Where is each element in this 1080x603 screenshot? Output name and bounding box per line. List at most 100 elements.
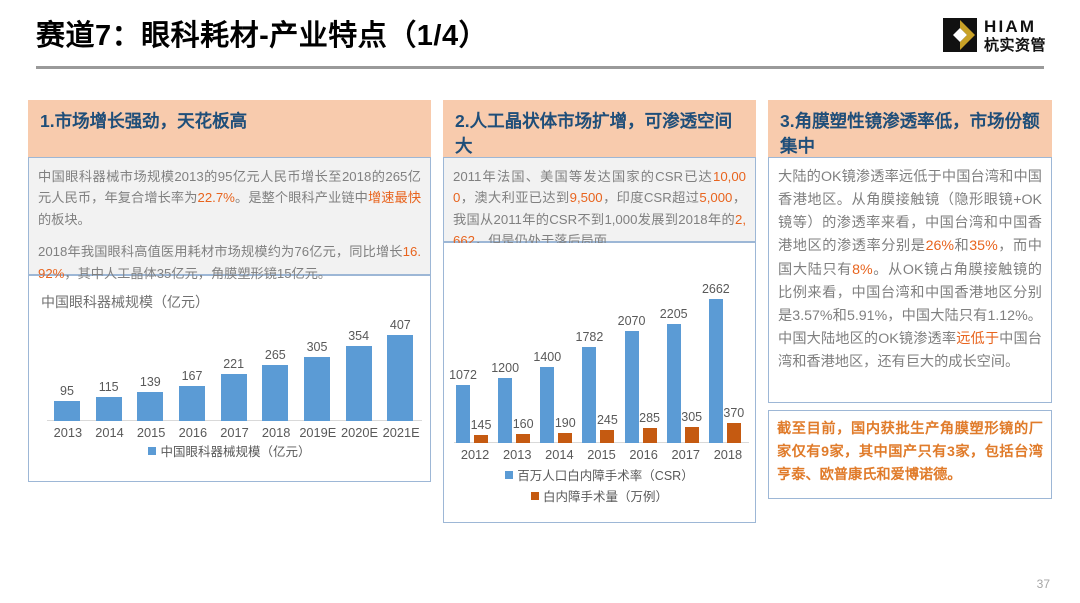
panel-2-title: 2.人工晶状体市场扩增，可渗透空间大 [443,100,756,157]
chart-title: 中国眼科器械规模（亿元） [41,294,209,310]
legend-label: 白内障手术量（万例） [542,490,668,504]
chart-csr-and-cataract-surgery: 1072 145 1200 160 1400 190 1782 245 2070 285 2205 3… [444,243,755,505]
bar [558,432,573,443]
panel-iol-market: 2.人工晶状体市场扩增，可渗透空间大 2011年法国、美国等发达国家的CSR已达… [443,100,756,523]
panel-3-textbox: 大陆的OK镜渗透率远低于中国台湾和中国香港地区。从角膜接触镜（隐形眼镜+OK镜等… [768,157,1052,403]
body-text: 中国台湾和香港地区，还有巨大的成长空间。 [778,330,1042,371]
chart-legend: 中国眼科器械规模（亿元） [29,441,430,460]
bar [95,396,122,421]
body-text: ，我国从2011年的CSR不到1,000发展到2018年的 [453,190,747,227]
x-axis-label: 2018 [261,425,291,440]
legend-label: 百万人口白内障手术率（CSR） [517,469,694,483]
legend-item: 中国眼科器械规模（亿元） [148,441,311,460]
bar [456,385,470,443]
x-axis-label: 2012 [460,447,490,462]
bar [137,391,164,421]
x-axis-label: 2015 [587,447,616,462]
page-number: 37 [1036,577,1050,591]
panel-2-chartbox: 1072 145 1200 160 1400 190 1782 245 2070 285 2205 3… [443,242,756,523]
legend-item: 百万人口白内障手术率（CSR） [505,465,694,484]
legend-swatch [530,491,539,500]
logo-text-en: HIAM [983,16,1037,36]
body-text: 。从OK镜占角膜接触镜的比例来看，中国台湾和中国香港地区分别是3.57%和5.9… [778,261,1042,347]
page-title: 赛道7：眼科耗材-产业特点（1/4） [36,20,489,52]
highlighted-text: 5,000 [699,190,733,206]
highlighted-text: 远低于 [956,330,1000,347]
bar-value-label: 1072 [449,368,477,383]
header-divider [36,66,1044,69]
bar-value-label: 95 [60,383,74,398]
plot-area: 1072 145 1200 160 1400 190 1782 245 2070 285 2205 3… [449,281,749,443]
bar-value-label: 370 [723,406,745,421]
bar [540,367,555,443]
x-axis-label: 2016 [178,425,208,440]
bar-value-label: 190 [554,415,576,430]
chart-legend: 百万人口白内障手术率（CSR） 白内障手术量（万例） [444,465,755,505]
bar [708,299,723,443]
paragraph: 2018年我国眼科高值医用耗材市场规模约为76亿元，同比增长16.92%，其中人… [38,241,421,284]
hiam-diamond-logo-icon [942,18,977,52]
panel-3-note: 截至目前，国内获批生产角膜塑形镜的厂家仅有9家，其中国产只有3家，包括台湾亨泰、… [777,421,1043,484]
bar [498,378,513,443]
bar-value-label: 145 [470,418,492,433]
x-axis-label: 2015 [136,425,166,440]
panel-1-textbox: 中国眼科器械市场规模2013的95亿元人民币增长至2018的265亿元人民币，年… [28,157,431,281]
x-axis-label: 2021E [382,425,420,440]
bar-value-label: 305 [306,339,328,354]
bar [54,400,80,421]
bar-value-label: 1200 [491,361,520,376]
bar [684,426,699,443]
panel-3-title: 3.角膜塑性镜渗透率低，市场份额集中 [768,100,1052,157]
body-text: ，而中国大陆只有 [778,238,1042,278]
body-text: ，其中人工晶体35亿元，角膜塑形镜15亿元。 [64,265,332,281]
body-text: ，印度CSR超过 [602,190,700,206]
highlighted-text: 8% [852,261,873,278]
bar [726,423,741,443]
bar [474,435,488,443]
x-axis-label: 2018 [713,447,743,462]
x-axis-label: 2013 [53,425,83,440]
highlighted-text: 9,500 [569,190,603,206]
logo-text-cn: 杭实资管 [983,36,1046,54]
bar [600,429,615,443]
bar-value-label: 265 [264,348,286,363]
paragraph: 中国眼科器械市场规模2013的95亿元人民币增长至2018的265亿元人民币，年… [38,166,421,230]
body-text: 。是整个眼科产业链中 [234,190,368,206]
panel-ok-lens: 3.角膜塑性镜渗透率低，市场份额集中 大陆的OK镜渗透率远低于中国台湾和中国香港… [768,100,1052,499]
panel-1-chartbox: 中国眼科器械规模（亿元） 95 115 139 167 221 265 305 354 407 20… [28,275,431,482]
paragraph: 大陆的OK镜渗透率远低于中国台湾和中国香港地区。从角膜接触镜（隐形眼镜+OK镜等… [778,166,1042,374]
bar [304,356,330,421]
bar-value-label: 1782 [575,329,604,344]
bar-value-label: 167 [181,368,203,383]
x-axis-label: 2020E [340,425,378,440]
bar [642,427,657,443]
highlighted-text: 10,000 [453,169,746,206]
x-axis-label: 2017 [671,447,701,462]
bar [220,374,247,421]
bar [179,385,205,421]
x-axis-label: 2014 [545,447,574,462]
highlighted-text: 26% [925,238,954,255]
plot-area: 95 115 139 167 221 265 305 354 407 [47,318,422,421]
highlighted-text: 22.7% [197,190,235,206]
bar [387,335,414,421]
x-axis-label: 2014 [95,425,124,440]
bar-value-label: 160 [512,417,534,432]
x-axis-label: 2016 [629,447,658,462]
panel-2-textbox: 2011年法国、美国等发达国家的CSR已达10,000，澳大利亚已达到9,500… [443,157,756,248]
highlighted-text: 增速最快 [367,190,422,206]
highlighted-text: 35% [969,238,998,255]
bar [345,346,372,421]
bar [582,346,597,443]
body-text: 2011年法国、美国等发达国家的CSR已达 [453,169,713,184]
bar-value-label: 305 [681,409,703,424]
bar-value-label: 2070 [617,314,646,329]
bar-value-label: 2662 [701,282,730,297]
bar-value-label: 407 [389,318,411,333]
panel-1-title: 1.市场增长强劲，天花板高 [28,100,431,157]
bar [666,323,681,443]
bar-value-label: 245 [596,412,618,427]
slide-header: 赛道7：眼科耗材-产业特点（1/4） HIAM 杭实资管 [0,0,1080,78]
legend-item: 白内障手术量（万例） [530,486,668,505]
